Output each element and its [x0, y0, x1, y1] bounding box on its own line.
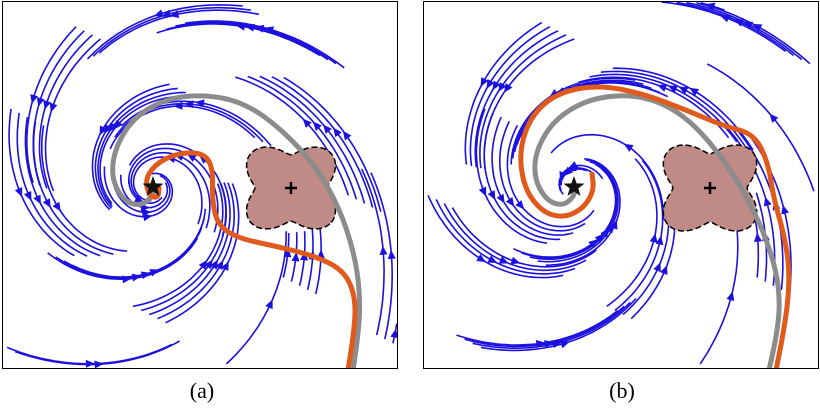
arrowhead-icon: [85, 359, 95, 368]
arrowhead-icon: [505, 197, 515, 207]
arrowhead-icon: [781, 204, 789, 215]
arrowhead-icon: [283, 248, 292, 258]
streamline: [676, 2, 795, 57]
arrowhead-icon: [763, 196, 772, 207]
reference-path: [532, 93, 782, 368]
arrowhead-icon: [30, 94, 39, 104]
streamline: [225, 231, 287, 365]
arrowhead-icon: [515, 200, 525, 210]
arrowhead-icon: [379, 245, 388, 256]
arrowhead-icon: [492, 80, 501, 91]
arrowhead-icon: [173, 101, 183, 110]
arrowhead-icon: [510, 256, 521, 265]
trajectory-path: [518, 84, 792, 368]
arrowhead-icon: [342, 130, 352, 141]
streamline: [86, 4, 243, 60]
arrowhead-icon: [478, 186, 487, 197]
streamline: [165, 22, 329, 61]
star-icon: [142, 176, 164, 196]
arrowhead-icon: [49, 102, 58, 113]
streamline: [519, 82, 669, 137]
arrowhead-icon: [720, 14, 730, 23]
arrowhead-icon: [235, 22, 246, 31]
trajectory-path: [144, 150, 358, 368]
arrowhead-icon: [312, 121, 322, 131]
arrowhead-icon: [198, 259, 208, 270]
arrowhead-icon: [476, 254, 486, 263]
arrowhead-icon: [559, 171, 567, 181]
arrowhead-icon: [333, 127, 342, 138]
arrowhead-icon: [33, 194, 41, 205]
arrowhead-icon: [43, 100, 51, 110]
arrowhead-icon: [36, 97, 45, 107]
arrowhead-icon: [94, 360, 104, 368]
arrowhead-icon: [209, 259, 218, 270]
arrowhead-icon: [667, 85, 678, 93]
vector-field-plot-a: [6, 4, 397, 368]
reference-path: [110, 93, 363, 368]
caption-a: (a): [189, 378, 215, 403]
streamline: [550, 133, 665, 220]
arrowhead-icon: [215, 260, 224, 271]
arrowhead-icon: [14, 187, 23, 197]
streamline: [483, 38, 575, 169]
streamline: [71, 208, 207, 278]
arrowhead-icon: [653, 262, 661, 273]
caption-b: (b): [609, 378, 635, 403]
arrowhead-icon: [265, 299, 273, 310]
streamline: [47, 237, 199, 281]
arrowhead-icon: [769, 113, 779, 123]
arrowhead-icon: [752, 23, 763, 32]
arrowhead-icon: [487, 190, 496, 201]
arrowhead-icon: [487, 255, 498, 264]
arrowhead-icon: [52, 201, 61, 212]
arrowhead-icon: [535, 340, 546, 348]
arrowhead-icon: [42, 198, 51, 209]
arrowhead-icon: [486, 79, 495, 89]
arrowhead-icon: [153, 9, 164, 17]
streamline: [6, 343, 173, 365]
star-icon: [563, 176, 585, 196]
panel-a: [2, 1, 398, 369]
streamlines: [427, 2, 815, 365]
arrowhead-icon: [291, 252, 300, 262]
vector-field-plot-b: [427, 2, 815, 368]
streamline: [24, 116, 101, 257]
arrowhead-icon: [323, 124, 332, 134]
arrowhead-icon: [186, 153, 197, 162]
arrowhead-icon: [390, 328, 397, 339]
arrowhead-icon: [649, 233, 658, 243]
arrowhead-icon: [221, 261, 229, 272]
panel-b: [423, 1, 819, 369]
plus-icon: [704, 182, 716, 194]
arrowhead-icon: [689, 87, 700, 96]
arrowhead-icon: [480, 77, 489, 87]
arrowhead-icon: [122, 275, 132, 284]
streamline: [98, 9, 260, 54]
arrowhead-icon: [204, 259, 213, 270]
arrowhead-icon: [99, 125, 108, 136]
arrowhead-icon: [660, 265, 668, 275]
arrowhead-icon: [104, 124, 113, 135]
arrowhead-icon: [498, 256, 509, 264]
arrowhead-icon: [496, 193, 505, 204]
streamline: [589, 73, 738, 143]
streamline: [63, 217, 205, 279]
arrowhead-icon: [623, 143, 634, 152]
arrowhead-icon: [726, 291, 735, 301]
arrowhead-icon: [498, 81, 507, 92]
arrowhead-icon: [588, 239, 598, 249]
arrowhead-icon: [23, 190, 32, 201]
arrowhead-icon: [142, 213, 153, 222]
arrowhead-icon: [657, 84, 668, 92]
plus-icon: [285, 182, 297, 194]
arrowhead-icon: [387, 249, 396, 260]
arrowhead-icon: [302, 118, 312, 128]
streamline: [14, 340, 180, 366]
arrowhead-icon: [503, 83, 513, 93]
streamlines: [6, 4, 397, 368]
arrowhead-icon: [753, 232, 762, 242]
arrowhead-icon: [678, 86, 689, 95]
